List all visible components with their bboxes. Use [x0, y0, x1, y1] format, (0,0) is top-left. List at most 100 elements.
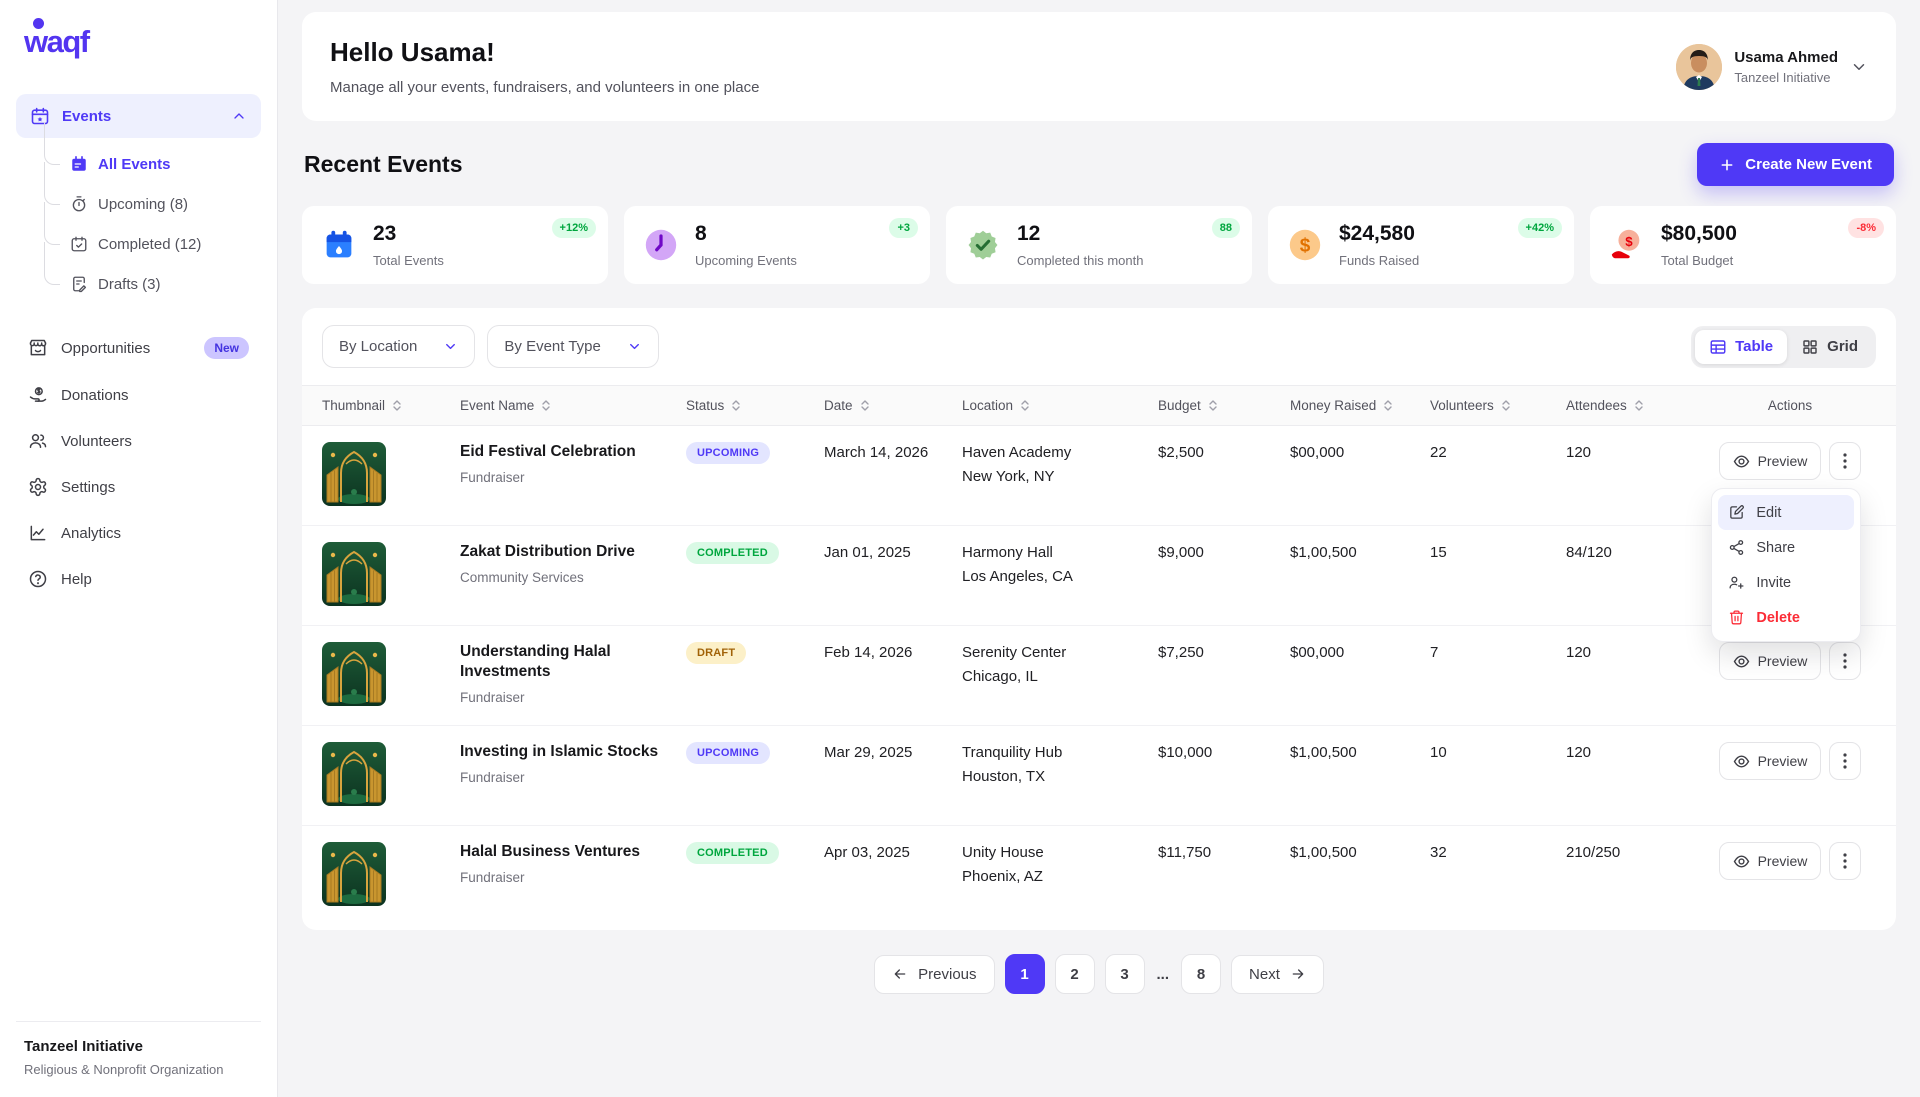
app-logo[interactable]: waqf [16, 18, 261, 60]
sort-icon [1384, 400, 1392, 411]
user-name: Usama Ahmed [1734, 48, 1838, 66]
event-attendees: 120 [1566, 444, 1592, 461]
table-header: Thumbnail Event Name Status Date Locatio… [302, 385, 1896, 426]
page-button-3[interactable]: 3 [1104, 954, 1145, 994]
page-subtitle: Manage all your events, fundraisers, and… [330, 79, 760, 96]
column-header-money-raised[interactable]: Money Raised [1290, 398, 1430, 413]
stat-badge: -8% [1848, 218, 1884, 238]
event-budget: $11,750 [1158, 844, 1212, 861]
page-button-2[interactable]: 2 [1054, 954, 1095, 994]
chevron-down-icon [1850, 58, 1868, 76]
menu-item-share[interactable]: Share [1718, 530, 1854, 565]
sidebar-item-analytics[interactable]: Analytics [16, 510, 261, 556]
page-button-1[interactable]: 1 [1004, 954, 1045, 994]
column-header-location[interactable]: Location [962, 398, 1158, 413]
menu-item-delete[interactable]: Delete [1718, 600, 1854, 635]
previous-page-button[interactable]: Previous [874, 954, 995, 994]
column-header-status[interactable]: Status [686, 398, 824, 413]
event-thumbnail [322, 842, 386, 906]
arrow-right-icon [1290, 966, 1306, 982]
filter-label: By Location [339, 338, 418, 355]
row-menu-button[interactable] [1829, 742, 1862, 780]
main-content: Hello Usama! Manage all your events, fun… [278, 0, 1920, 1097]
sidebar-item-label: Analytics [61, 524, 122, 542]
stat-badge: +42% [1517, 218, 1562, 238]
page-ellipsis: ... [1156, 965, 1170, 983]
row-menu-button[interactable] [1829, 842, 1862, 880]
event-name: Zakat Distribution Drive [460, 543, 635, 560]
filter-by-location[interactable]: By Location [322, 325, 476, 368]
event-thumbnail [322, 442, 386, 506]
column-header-event-name[interactable]: Event Name [460, 398, 686, 413]
sort-icon [860, 400, 869, 411]
org-type: Religious & Nonprofit Organization [24, 1062, 224, 1077]
stat-card-funds-raised: +42% $ $24,580 Funds Raised [1268, 206, 1574, 284]
user-menu[interactable]: Usama Ahmed Tanzeel Initiative [1676, 43, 1868, 90]
user-org: Tanzeel Initiative [1734, 69, 1831, 85]
filter-by-event-type[interactable]: By Event Type [487, 325, 659, 368]
chevron-down-icon [627, 339, 642, 354]
event-city: Los Angeles, CA [962, 568, 1073, 585]
sidebar-item-volunteers[interactable]: Volunteers [16, 418, 261, 464]
sort-icon [1502, 400, 1510, 411]
create-new-event-button[interactable]: Create New Event [1697, 143, 1894, 186]
sidebar: waqf Events All Events Upcoming (8) [0, 0, 278, 1097]
row-menu-button[interactable] [1829, 642, 1862, 680]
share-icon [1728, 539, 1745, 556]
sidebar-item-completed[interactable]: Completed (12) [44, 202, 261, 264]
stat-label: Total Budget [1661, 253, 1734, 268]
chevron-up-icon [231, 108, 247, 124]
page-button-8[interactable]: 8 [1181, 954, 1222, 994]
sidebar-item-label: Help [61, 570, 92, 588]
preview-button[interactable]: Preview [1718, 842, 1822, 880]
event-category: Fundraiser [460, 690, 525, 706]
event-raised: $00,000 [1290, 644, 1345, 661]
trash-icon [1728, 609, 1745, 626]
sidebar-item-label: Volunteers [61, 432, 132, 450]
sort-icon [1021, 400, 1029, 411]
menu-item-invite[interactable]: Invite [1718, 565, 1854, 600]
sidebar-item-upcoming[interactable]: Upcoming (8) [44, 162, 261, 224]
kebab-icon [1843, 653, 1847, 669]
sidebar-item-settings[interactable]: Settings [16, 464, 261, 510]
table-view-button[interactable]: Table [1695, 329, 1788, 364]
preview-button[interactable]: Preview [1718, 442, 1822, 480]
logo-dot-icon [33, 18, 44, 29]
dollar-orange-icon: $ [1284, 224, 1326, 266]
sort-icon [1209, 400, 1217, 411]
column-header-attendees[interactable]: Attendees [1566, 398, 1704, 413]
next-page-button[interactable]: Next [1231, 954, 1324, 994]
event-raised: $1,00,500 [1290, 544, 1357, 561]
sidebar-item-donations[interactable]: Donations [16, 372, 261, 418]
column-header-date[interactable]: Date [824, 398, 962, 413]
table-row: Halal Business Ventures Fundraiser COMPLE… [302, 826, 1896, 926]
grid-view-button[interactable]: Grid [1787, 330, 1872, 364]
row-menu-button[interactable] [1829, 442, 1862, 480]
stat-value: 23 [373, 222, 397, 245]
event-attendees: 210/250 [1566, 844, 1621, 861]
stat-value: $24,580 [1339, 222, 1415, 245]
column-header-budget[interactable]: Budget [1158, 398, 1290, 413]
event-attendees: 120 [1566, 644, 1592, 661]
event-date: Jan 01, 2025 [824, 544, 911, 561]
preview-button[interactable]: Preview [1718, 642, 1822, 680]
column-header-thumbnail[interactable]: Thumbnail [322, 398, 460, 413]
sidebar-item-drafts[interactable]: Drafts (3) [44, 242, 261, 304]
table-row: Zakat Distribution Drive Community Servic… [302, 526, 1896, 626]
preview-button[interactable]: Preview [1718, 742, 1822, 780]
stat-label: Completed this month [1017, 253, 1144, 268]
view-toggle: Table Grid [1691, 325, 1876, 368]
table-row: Understanding Halal Investments Fundraise… [302, 626, 1896, 726]
sidebar-item-opportunities[interactable]: Opportunities New [16, 324, 261, 372]
calendar-filled-icon [70, 155, 88, 173]
sidebar-item-all-events[interactable]: All Events [44, 122, 261, 184]
column-header-volunteers[interactable]: Volunteers [1430, 398, 1566, 413]
column-header-actions: Actions [1767, 398, 1813, 413]
sidebar-item-help[interactable]: Help [16, 556, 261, 602]
event-raised: $00,000 [1290, 444, 1345, 461]
menu-item-edit[interactable]: Edit [1718, 495, 1855, 530]
table-row: Investing in Islamic Stocks Fundraiser UP… [302, 726, 1896, 826]
event-name: Halal Business Ventures [460, 843, 641, 860]
events-subnav: All Events Upcoming (8) Completed (12) D… [44, 122, 261, 304]
sort-icon [393, 400, 401, 411]
